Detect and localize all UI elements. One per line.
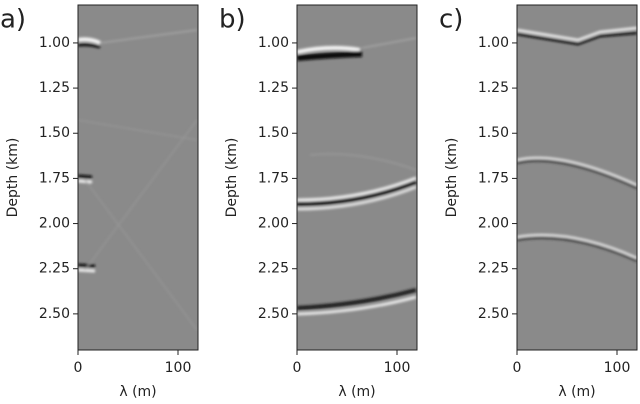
image-bg — [78, 5, 198, 350]
image-content — [297, 37, 417, 316]
x-tick-label: 100 — [604, 360, 631, 376]
y-tick-label: 2.00 — [258, 216, 289, 232]
image-content — [78, 29, 198, 331]
y-tick-label: 2.25 — [258, 261, 289, 277]
y-tick-label: 2.25 — [478, 261, 509, 277]
y-axis-label: Depth (km) — [5, 138, 21, 218]
y-tick-label: 2.50 — [478, 306, 509, 322]
y-tick-label: 1.00 — [39, 35, 70, 51]
plot-frame — [77, 4, 199, 351]
x-tick-label: 0 — [513, 360, 522, 376]
y-tick-label: 1.25 — [258, 80, 289, 96]
x-tick-label: 0 — [74, 360, 83, 376]
y-tick-label: 1.25 — [478, 80, 509, 96]
plot-frame — [516, 4, 638, 351]
y-tick-label: 2.00 — [39, 216, 70, 232]
x-axis-label: λ (m) — [119, 384, 156, 400]
y-tick-label: 1.25 — [39, 80, 70, 96]
y-axis-label: Depth (km) — [444, 138, 460, 218]
panel-label: a) — [0, 5, 26, 35]
x-tick-label: 100 — [384, 360, 411, 376]
y-axis-label: Depth (km) — [224, 138, 240, 218]
y-tick-label: 1.50 — [478, 125, 509, 141]
y-tick-label: 1.00 — [258, 35, 289, 51]
panel-label: c) — [439, 5, 463, 35]
panel-label: b) — [219, 5, 246, 35]
x-tick-label: 100 — [165, 360, 192, 376]
y-tick-label: 2.25 — [39, 261, 70, 277]
x-axis-label: λ (m) — [558, 384, 595, 400]
y-tick-label: 2.50 — [258, 306, 289, 322]
y-tick-label: 1.50 — [39, 125, 70, 141]
y-tick-label: 1.75 — [478, 170, 509, 186]
x-tick-label: 0 — [293, 360, 302, 376]
plot-frame — [296, 4, 418, 351]
image-bg — [297, 5, 417, 350]
y-tick-label: 2.00 — [478, 216, 509, 232]
y-tick-label: 1.75 — [39, 170, 70, 186]
image-content — [517, 26, 637, 262]
x-axis-label: λ (m) — [338, 384, 375, 400]
y-tick-label: 1.00 — [478, 35, 509, 51]
y-tick-label: 2.50 — [39, 306, 70, 322]
y-tick-label: 1.50 — [258, 125, 289, 141]
y-tick-label: 1.75 — [258, 170, 289, 186]
